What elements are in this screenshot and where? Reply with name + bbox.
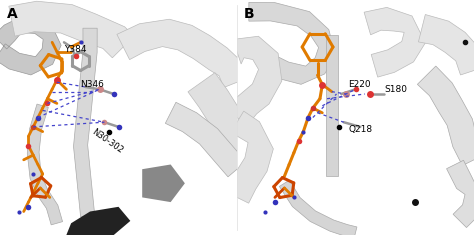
- Polygon shape: [27, 104, 63, 225]
- Text: N346: N346: [81, 80, 104, 89]
- Polygon shape: [418, 66, 474, 166]
- Text: N30-302: N30-302: [90, 127, 125, 155]
- Polygon shape: [419, 15, 474, 75]
- Polygon shape: [227, 36, 282, 125]
- Polygon shape: [142, 164, 185, 202]
- Text: E220: E220: [348, 80, 371, 89]
- Polygon shape: [188, 73, 254, 160]
- Polygon shape: [225, 111, 273, 203]
- Polygon shape: [279, 180, 357, 235]
- Polygon shape: [9, 1, 134, 58]
- Polygon shape: [364, 7, 425, 77]
- Polygon shape: [73, 28, 97, 217]
- Polygon shape: [117, 19, 250, 87]
- Text: Y384: Y384: [64, 45, 86, 54]
- Polygon shape: [0, 14, 61, 75]
- Text: B: B: [244, 7, 255, 21]
- Polygon shape: [326, 35, 337, 176]
- Polygon shape: [66, 207, 130, 235]
- Text: A: A: [7, 7, 18, 21]
- Text: Q218: Q218: [348, 125, 373, 133]
- Text: S180: S180: [384, 85, 407, 94]
- Polygon shape: [249, 2, 336, 84]
- Polygon shape: [447, 160, 474, 227]
- Polygon shape: [165, 102, 246, 177]
